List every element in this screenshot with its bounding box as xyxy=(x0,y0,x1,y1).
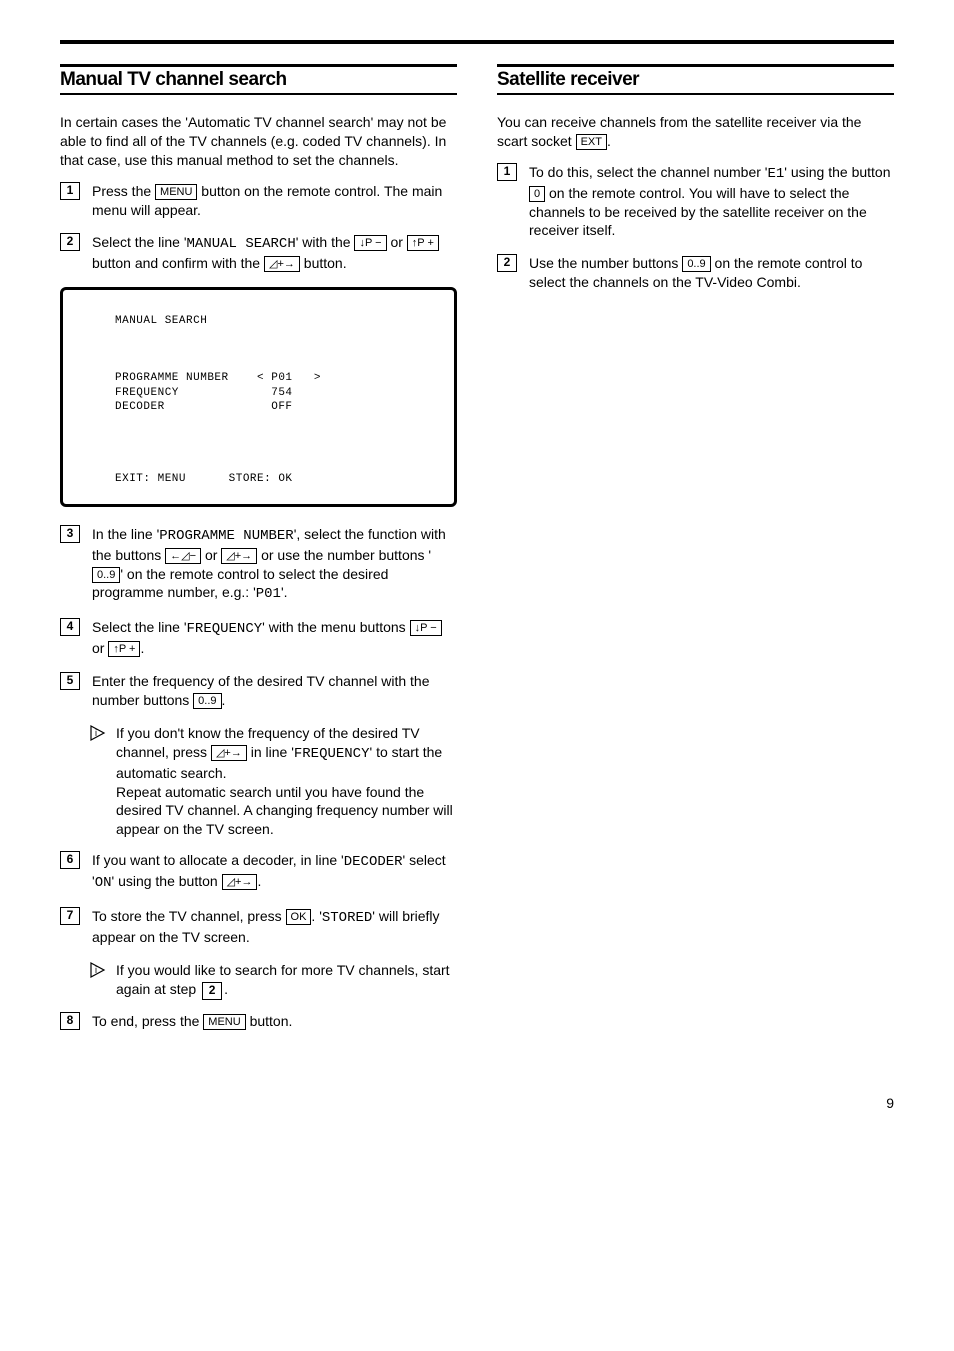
step-body: To end, press the MENU button. xyxy=(92,1012,457,1031)
right-key: ◿+→ xyxy=(221,548,257,564)
step-number: 8 xyxy=(60,1012,80,1030)
step-7: 7 To store the TV channel, press OK. 'ST… xyxy=(60,907,457,947)
section-rule-under xyxy=(60,93,457,95)
menu-key: MENU xyxy=(155,184,197,200)
number-keys: 0..9 xyxy=(682,256,710,272)
p-up-key: ↑P + xyxy=(407,235,439,251)
step-body: To do this, select the channel number 'E… xyxy=(529,163,894,241)
step-body: Use the number buttons 0..9 on the remot… xyxy=(529,254,894,292)
step-number: 1 xyxy=(497,163,517,181)
tip-block: i If you don't know the frequency of the… xyxy=(90,724,457,839)
svg-text:i: i xyxy=(95,728,97,738)
step-1: 1 Press the MENU button on the remote co… xyxy=(60,182,457,220)
step-number: 6 xyxy=(60,851,80,869)
step-number: 1 xyxy=(60,182,80,200)
step-body: If you want to allocate a decoder, in li… xyxy=(92,851,457,893)
screen-content: MANUAL SEARCH PROGRAMME NUMBER < P01 > F… xyxy=(115,314,430,486)
right-key: ◿+→ xyxy=(264,256,300,272)
step-number: 4 xyxy=(60,618,80,636)
step-number: 7 xyxy=(60,907,80,925)
info-arrow-icon: i xyxy=(90,961,108,979)
number-keys: 0..9 xyxy=(193,693,221,709)
tip-block: i If you would like to search for more T… xyxy=(90,961,457,1000)
ok-key: OK xyxy=(286,909,312,925)
menu-key: MENU xyxy=(203,1014,245,1030)
step-2: 2 Select the line 'MANUAL SEARCH' with t… xyxy=(60,233,457,273)
number-keys: 0..9 xyxy=(92,567,120,583)
p-up-key: ↑P + xyxy=(108,641,140,657)
page-number: 9 xyxy=(60,1095,894,1111)
section-rule xyxy=(60,64,457,67)
step-body: To store the TV channel, press OK. 'STOR… xyxy=(92,907,457,947)
tv-screen-display: MANUAL SEARCH PROGRAMME NUMBER < P01 > F… xyxy=(60,287,457,507)
section-rule-under xyxy=(497,93,894,95)
right-column: Satellite receiver You can receive chann… xyxy=(497,64,894,1045)
section-heading-satellite: Satellite receiver xyxy=(497,69,894,91)
page-top-rule xyxy=(60,40,894,44)
intro-text: You can receive channels from the satell… xyxy=(497,113,894,151)
sat-step-1: 1 To do this, select the channel number … xyxy=(497,163,894,241)
step-body: Select the line 'FREQUENCY' with the men… xyxy=(92,618,457,658)
left-column: Manual TV channel search In certain case… xyxy=(60,64,457,1045)
step-body: Select the line 'MANUAL SEARCH' with the… xyxy=(92,233,457,273)
step-number: 2 xyxy=(60,233,80,251)
step-3: 3 In the line 'PROGRAMME NUMBER', select… xyxy=(60,525,457,605)
step-body: Press the MENU button on the remote cont… xyxy=(92,182,457,220)
zero-key: 0 xyxy=(529,186,545,202)
svg-text:i: i xyxy=(95,965,97,975)
step-6: 6 If you want to allocate a decoder, in … xyxy=(60,851,457,893)
p-down-key: ↓P − xyxy=(410,620,442,636)
tip-body: If you would like to search for more TV … xyxy=(116,961,457,1000)
tip-body: If you don't know the frequency of the d… xyxy=(116,724,457,839)
info-arrow-icon: i xyxy=(90,724,108,742)
step-number: 3 xyxy=(60,525,80,543)
step-body: Enter the frequency of the desired TV ch… xyxy=(92,672,457,710)
step-number: 2 xyxy=(497,254,517,272)
step-number: 5 xyxy=(60,672,80,690)
intro-text: In certain cases the 'Automatic TV chann… xyxy=(60,113,457,170)
ext-socket: EXT xyxy=(576,134,607,150)
sat-step-2: 2 Use the number buttons 0..9 on the rem… xyxy=(497,254,894,292)
step-8: 8 To end, press the MENU button. xyxy=(60,1012,457,1031)
right-key: ◿+→ xyxy=(211,745,247,761)
p-down-key: ↓P − xyxy=(354,235,386,251)
two-column-layout: Manual TV channel search In certain case… xyxy=(60,64,894,1045)
left-key: ←◿− xyxy=(165,548,201,564)
step-body: In the line 'PROGRAMME NUMBER', select t… xyxy=(92,525,457,605)
section-rule xyxy=(497,64,894,67)
step-5: 5 Enter the frequency of the desired TV … xyxy=(60,672,457,710)
right-key: ◿+→ xyxy=(222,874,258,890)
step-ref-2: 2 xyxy=(202,982,222,1000)
section-heading-manual: Manual TV channel search xyxy=(60,69,457,91)
step-4: 4 Select the line 'FREQUENCY' with the m… xyxy=(60,618,457,658)
